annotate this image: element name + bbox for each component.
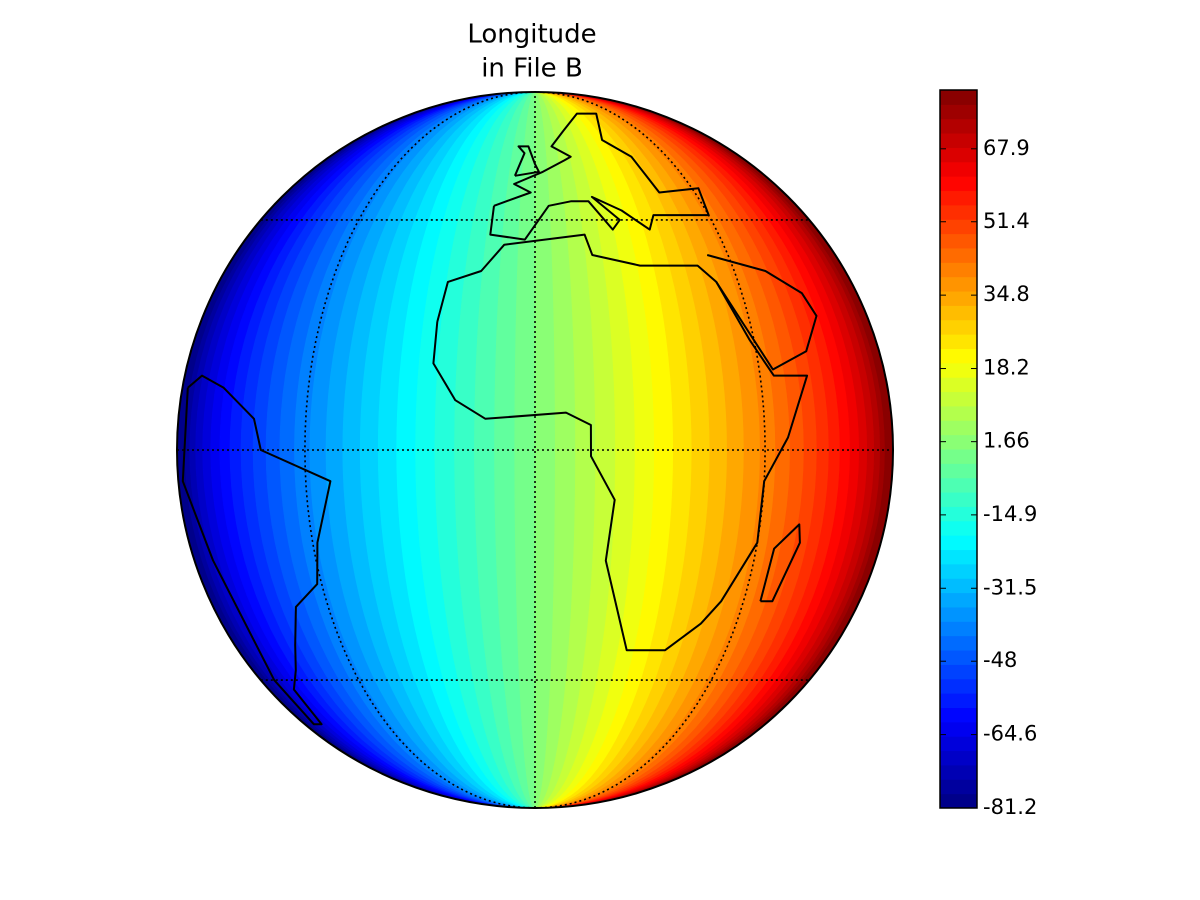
colorbar-tick-label: -81.2 (983, 795, 1037, 819)
colorbar-level (940, 563, 977, 579)
colorbar-level (940, 606, 977, 622)
colorbar-level (940, 535, 977, 551)
colorbar-level (940, 736, 977, 752)
colorbar-frame (939, 89, 978, 809)
colorbar-level (940, 434, 977, 450)
colorbar-level (940, 477, 977, 493)
colorbar-tick-label: 1.66 (983, 429, 1030, 453)
colorbar-level (940, 650, 977, 665)
colorbar-level (940, 520, 977, 536)
colorbar-level (940, 592, 977, 608)
coastline (489, 112, 710, 241)
colorbar-level (940, 549, 977, 565)
coastline (432, 233, 809, 652)
colorbar-level (940, 247, 977, 263)
colorbar-tick-label: -64.6 (983, 722, 1037, 746)
colorbar-level (940, 133, 977, 148)
colorbar-level (940, 161, 977, 177)
colorbar-tick-label: 51.4 (983, 209, 1030, 233)
colorbar-level (940, 90, 977, 105)
globe (176, 91, 894, 809)
chart-title: Longitude (467, 20, 596, 50)
colorbar-level (940, 291, 977, 306)
colorbar-tick-label: -48 (983, 648, 1017, 672)
colorbar-level (940, 635, 977, 651)
colorbar-level (940, 721, 977, 737)
colorbar-level (940, 348, 977, 364)
colorbar-level (940, 276, 977, 292)
colorbar-level (940, 334, 977, 349)
colorbar-level (940, 104, 977, 120)
colorbar-level (940, 262, 977, 278)
globe-edge (176, 91, 894, 809)
colorbar-level (940, 420, 977, 436)
colorbar-level (940, 793, 977, 809)
colorbar-tick-label: -14.9 (983, 502, 1037, 526)
coastline (706, 254, 818, 371)
colorbar-level (940, 305, 977, 321)
colorbar-level (940, 621, 977, 637)
colorbar-level (940, 750, 977, 766)
coastline (759, 523, 801, 603)
colorbar-level (940, 664, 977, 680)
colorbar-level (940, 707, 977, 723)
colorbar-tick-label: 67.9 (983, 136, 1030, 160)
colorbar-level (940, 147, 977, 163)
colorbar-level (940, 118, 977, 134)
colorbar-tick-label: 34.8 (983, 282, 1030, 306)
colorbar: -81.2 -64.6 -48 -31.5 -14.9 1.66 18.2 34.8 51.4 6… (939, 89, 1037, 819)
colorbar-level (940, 463, 977, 479)
colorbar-level (940, 764, 977, 780)
colorbar-level (940, 578, 977, 594)
colorbar-level (940, 204, 977, 220)
colorbar-level (940, 492, 977, 507)
colorbar-level (940, 693, 977, 708)
colorbar-level (940, 190, 977, 206)
colorbar-tick-label: 18.2 (983, 356, 1030, 380)
coastline (513, 145, 540, 177)
colorbar-level (940, 319, 977, 335)
colorbar-level (940, 779, 977, 795)
colorbar-tick-label: -31.5 (983, 575, 1037, 599)
colorbar-level (940, 405, 977, 421)
colorbar-level (940, 377, 977, 393)
colorbar-level (940, 176, 977, 192)
colorbar-level (940, 449, 977, 464)
chart-title: in File B (481, 54, 583, 84)
colorbar-level (940, 391, 977, 407)
colorbar-level (940, 362, 977, 378)
colorbar-level (940, 678, 977, 694)
coastline (181, 374, 332, 726)
colorbar-level (940, 506, 977, 522)
colorbar-level (940, 233, 977, 249)
colorbar-level (940, 219, 977, 235)
